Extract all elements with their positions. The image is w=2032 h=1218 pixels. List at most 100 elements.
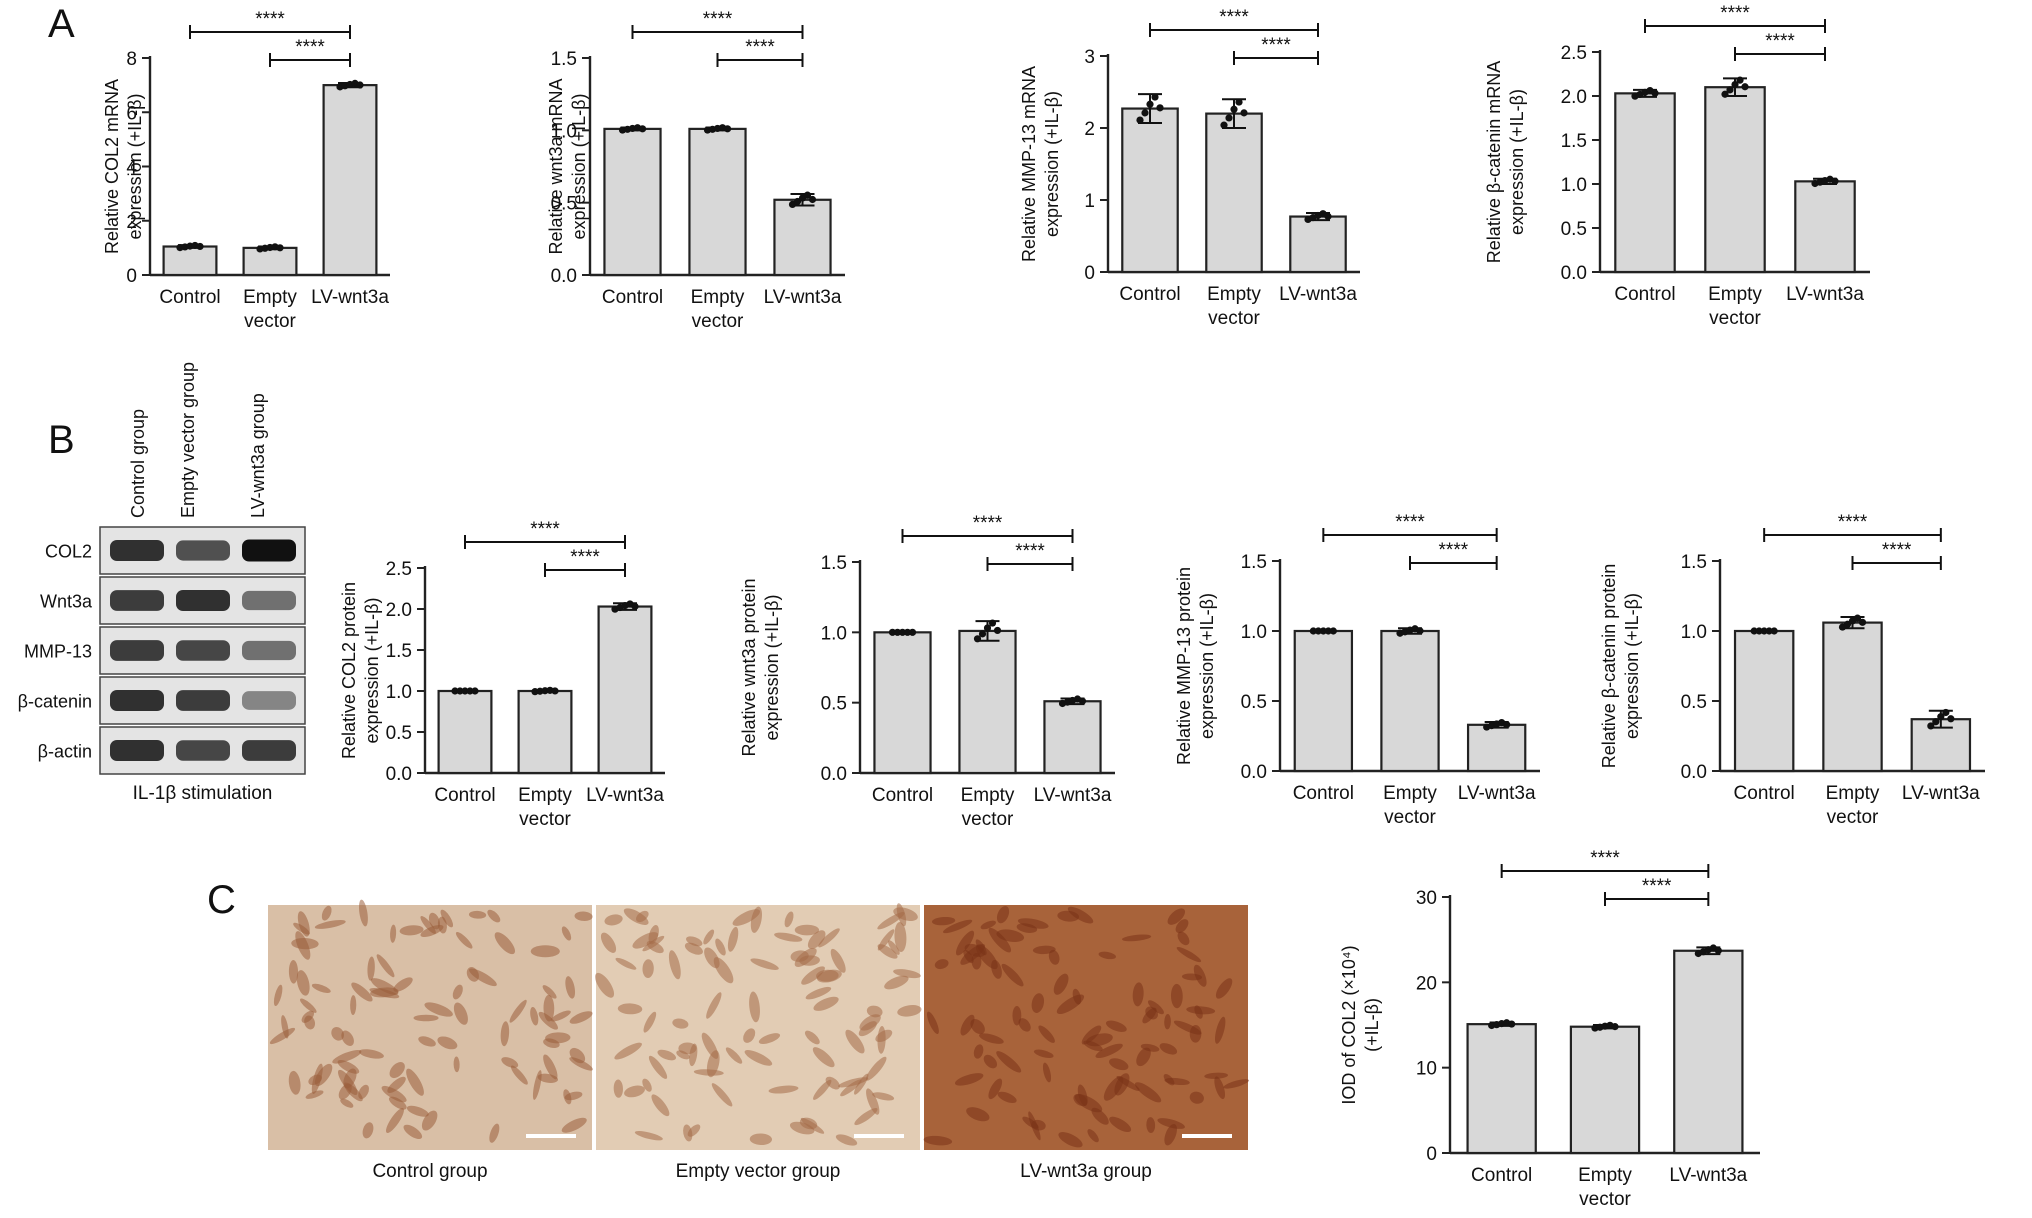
category-label: vector — [1579, 1189, 1631, 1210]
data-point — [1078, 697, 1087, 705]
cell — [1134, 1082, 1162, 1103]
cell — [569, 1047, 586, 1064]
bar — [1466, 1023, 1537, 1155]
y-tick-label: 0.5 — [1241, 692, 1267, 713]
data-point — [466, 687, 474, 695]
bar — [1205, 112, 1263, 274]
y-axis-label: Relative COL2 protein expression (+IL-β) — [339, 582, 382, 759]
y-axis-label: Relative wnt3a mRNA expression (+IL-β) — [546, 78, 589, 254]
data-point — [1932, 718, 1940, 726]
cell — [1164, 1014, 1171, 1030]
cell — [542, 985, 557, 999]
category-label: Empty — [961, 785, 1015, 806]
bar — [517, 689, 573, 775]
panel-letter-a: A — [48, 2, 75, 46]
y-tick-label: 1.0 — [1561, 175, 1587, 196]
cell — [1146, 1117, 1156, 1133]
cell — [1189, 1091, 1204, 1104]
y-tick-label: 2.5 — [1561, 43, 1587, 64]
data-point — [1416, 627, 1424, 635]
data-point — [1240, 109, 1248, 117]
cell — [743, 1028, 756, 1043]
data-point — [983, 624, 992, 632]
bar — [1121, 107, 1179, 274]
micrograph-background — [268, 905, 592, 1150]
cell — [1048, 949, 1060, 965]
significance-label: **** — [703, 9, 733, 30]
significance-label: **** — [1015, 541, 1045, 562]
cell — [970, 1019, 985, 1035]
cell — [689, 1043, 698, 1067]
cell — [1114, 1073, 1130, 1096]
y-tick-label: 8 — [126, 49, 137, 70]
lane-label: Control group — [128, 409, 148, 518]
cell — [706, 992, 722, 1019]
y-axis-label-line: (+IL-β) — [1362, 998, 1382, 1052]
y-axis-label-line: Relative β-catenin protein — [1599, 564, 1619, 768]
data-point — [1726, 86, 1734, 94]
cell — [1109, 1058, 1129, 1071]
y-axis-label-line: expression (+IL-β) — [125, 94, 145, 240]
cell — [1176, 947, 1202, 963]
y-axis-label-line: expression (+IL-β) — [1507, 89, 1527, 235]
category-label: LV-wnt3a — [1669, 1165, 1747, 1186]
cell — [642, 935, 665, 952]
bar — [958, 629, 1017, 775]
cell — [530, 945, 560, 958]
cell — [996, 906, 1010, 924]
category-label: LV-wnt3a — [1034, 785, 1112, 806]
cell — [711, 1083, 733, 1107]
category-label: Control — [1471, 1165, 1532, 1186]
y-tick-label: 0.5 — [1681, 692, 1707, 713]
data-point — [793, 197, 802, 206]
cell — [314, 920, 346, 929]
cell — [732, 909, 761, 926]
bar — [1466, 723, 1527, 773]
blot-band — [110, 539, 164, 562]
category-label: vector — [692, 311, 744, 332]
data-point — [631, 602, 639, 610]
blot-band — [110, 739, 164, 762]
cell — [561, 1117, 587, 1133]
blot-band — [176, 540, 230, 561]
cell — [758, 1033, 781, 1045]
data-point — [1156, 104, 1164, 112]
data-point — [1741, 83, 1749, 91]
cell — [1057, 910, 1080, 922]
cell — [305, 1090, 324, 1099]
category-label: Control — [1293, 783, 1354, 804]
cell — [367, 956, 375, 981]
data-point — [1220, 121, 1228, 129]
data-point — [356, 81, 364, 89]
cell — [923, 1135, 953, 1146]
data-point — [1309, 627, 1317, 635]
data-point — [1329, 627, 1337, 635]
cell — [428, 912, 440, 930]
cell — [1164, 1123, 1177, 1146]
cell — [418, 1036, 436, 1047]
bar — [688, 127, 747, 277]
category-label: Control — [1734, 783, 1795, 804]
cell — [701, 1032, 719, 1059]
cell — [668, 950, 681, 980]
cell — [744, 1050, 773, 1066]
data-point — [1750, 627, 1758, 635]
data-point — [988, 619, 997, 627]
bar — [162, 245, 218, 277]
category-label: LV-wnt3a — [1279, 284, 1357, 305]
cell — [983, 1054, 998, 1069]
cell — [1012, 1005, 1022, 1026]
cell — [1223, 1079, 1249, 1089]
data-point — [1947, 715, 1955, 723]
cell — [804, 1030, 820, 1045]
cell — [784, 911, 794, 928]
bar — [322, 84, 378, 277]
chart-a4: 0.0 0.5 1.0 1.5 2.0 2.5 Relative β-catenin mRN… — [1484, 3, 1870, 329]
blot-band — [242, 691, 296, 710]
cell — [543, 994, 555, 1022]
cell — [971, 952, 982, 970]
cell — [942, 919, 973, 934]
bar — [1822, 621, 1883, 773]
significance-label: **** — [1439, 540, 1469, 561]
cell — [1193, 964, 1207, 987]
